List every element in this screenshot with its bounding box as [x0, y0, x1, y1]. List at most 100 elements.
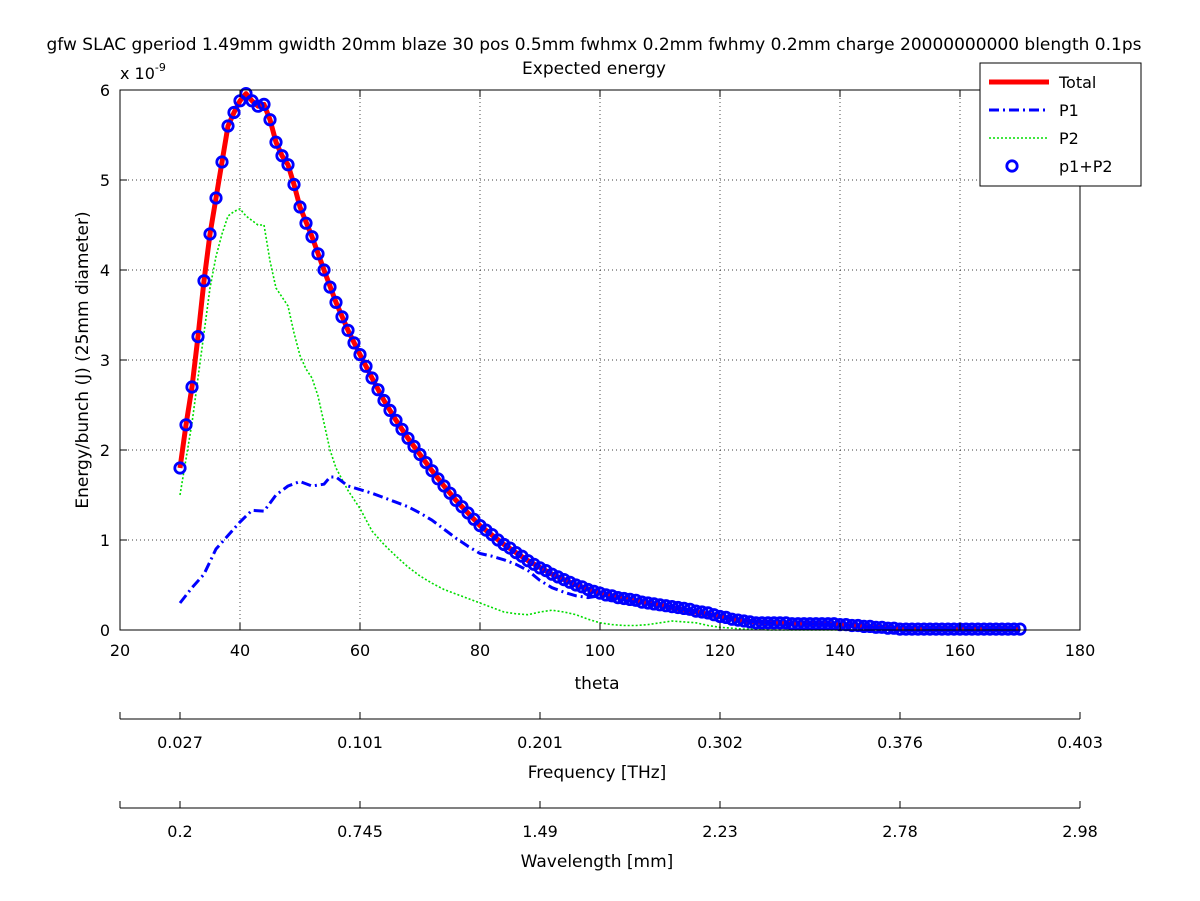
series-p1-p2-point [791, 617, 805, 631]
series-p1-p2-point [413, 447, 427, 462]
x-tick-label: 80 [470, 641, 490, 660]
legend: Total P1 P2 p1+P2 [979, 62, 1142, 187]
series-p1-p2-point [623, 592, 637, 607]
series-p1-p2-point [383, 403, 397, 417]
series-p1-p2-point [317, 263, 331, 277]
wavelength-tick-label: 2.23 [702, 822, 738, 841]
series-p1-p2-point [173, 461, 187, 475]
series-p1-p2-point [671, 600, 685, 615]
series-p1-p2-point [371, 383, 385, 397]
series-p1-p2-point [743, 615, 757, 629]
legend-label-p1: P1 [1059, 101, 1079, 120]
series-p1-p2-point [761, 616, 775, 630]
series-p1-p2-point [377, 393, 391, 408]
series-p1-p2-point [587, 584, 601, 598]
series-p1-p2-point [887, 621, 901, 635]
series-p1-p2-point [989, 622, 1003, 636]
series-p1-p2-point [971, 622, 985, 636]
series-p1-p2-point [227, 105, 241, 120]
series-p1-p2-point [755, 616, 769, 630]
x-tick-label: 20 [110, 641, 130, 660]
y-exponent-base: x 10 [120, 64, 155, 83]
wavelength-tick-label: 2.98 [1062, 822, 1098, 841]
series-p1-p2-point [713, 609, 727, 624]
series-p1-p2-point [797, 617, 811, 631]
series-p1-p2-point [221, 119, 235, 133]
series-p1-p2-point [581, 582, 595, 597]
series-p1-p2-point [323, 280, 337, 294]
wavelength-tick-label: 2.78 [882, 822, 918, 841]
series-p1-p2-point [407, 439, 421, 453]
y-tick-label: 3 [100, 351, 110, 370]
series-p1-p2-point [827, 617, 841, 631]
series-p1-p2-point [635, 595, 649, 609]
series-p1-p2-point [749, 616, 763, 630]
y-axis-label: Energy/bunch (J) (25mm diameter) [73, 211, 93, 508]
series-p1-p2-point [857, 619, 871, 634]
series-p1-p2-point [209, 191, 223, 205]
series-p1-p2-point [629, 593, 643, 607]
series-p1-p2-point [305, 230, 319, 244]
series-p1-p2-point [959, 622, 973, 636]
series-p1-p2-point [659, 599, 673, 613]
x-axis-label: theta [575, 674, 620, 694]
frequency-axis: Frequency [THz] 0.027 0.101 0.201 0.302 0.37… [119, 712, 1103, 783]
series-p1-p2-point [869, 620, 883, 634]
series-p1-p2-point [599, 588, 613, 602]
series-p1-p2-point [1007, 622, 1021, 636]
series-p1-p2-point [707, 608, 721, 622]
series-p1-p2-point [293, 200, 307, 214]
series-p1-p2-point [425, 464, 439, 478]
series-p1-p2-point [191, 329, 205, 344]
series-p1-p2-point [785, 617, 799, 631]
y-tick-label: 4 [100, 261, 110, 280]
series-p1-p2-point [665, 599, 679, 614]
series-p1-p2-point [647, 597, 661, 611]
series-p1-p2-point [737, 614, 751, 628]
series-total-line [177, 91, 1020, 632]
series-p1-p2-point [851, 618, 865, 633]
series-p1-p2 [173, 87, 1027, 636]
x-tick-label: 100 [585, 641, 616, 660]
series-p1-p2-point [329, 295, 343, 309]
series-p1-p2-point [779, 616, 793, 630]
series-p1-p2-point [725, 612, 739, 626]
series-p1-p2-point [935, 622, 949, 636]
series-layer [173, 87, 1027, 636]
series-p1-p2-point [1001, 622, 1015, 636]
series-p1-p2-point [257, 97, 271, 112]
series-p1-p2-point [941, 622, 955, 636]
series-p1-p2-point [773, 616, 787, 630]
series-p1-p2-point [359, 359, 373, 373]
series-p1-p2-point [863, 619, 877, 634]
x-tick-label: 120 [705, 641, 736, 660]
y-exponent-power: -9 [155, 61, 166, 74]
series-p1-p2-point [353, 347, 367, 362]
series-p1-p2-point [995, 622, 1009, 636]
series-p1-p2-point [677, 601, 691, 616]
frequency-axis-label: Frequency [THz] [528, 763, 667, 783]
series-p1-p2-point [311, 247, 325, 261]
series-p1-p2-point [341, 323, 355, 337]
series-p1-p2-point [335, 310, 349, 324]
legend-label-p1-p2: p1+P2 [1059, 157, 1113, 176]
series-p1-p2-point [611, 590, 625, 605]
y-exponent: x 10-9 [120, 61, 166, 83]
series-p1-p2-point [641, 596, 655, 610]
series-p1-p2-point [179, 418, 193, 432]
series-p1-p2-point [689, 604, 703, 618]
legend-label-total: Total [1058, 73, 1096, 92]
chart-title-line1: gfw SLAC gperiod 1.49mm gwidth 20mm blaz… [47, 35, 1142, 55]
series-p1-p2-point [821, 617, 835, 631]
series-p1-p2-point [899, 622, 913, 636]
x-tick-label: 40 [230, 641, 250, 660]
frequency-tick-label: 0.302 [697, 733, 743, 752]
series-p2-line [179, 208, 1020, 631]
series-p1-p2-point [593, 586, 607, 600]
series-p1-p2-point [815, 617, 829, 631]
legend-label-p2: P2 [1059, 129, 1079, 148]
series-p1-p2-point [803, 617, 817, 631]
y-tick-label: 5 [100, 171, 110, 190]
series-p1-p2-point [731, 613, 745, 627]
